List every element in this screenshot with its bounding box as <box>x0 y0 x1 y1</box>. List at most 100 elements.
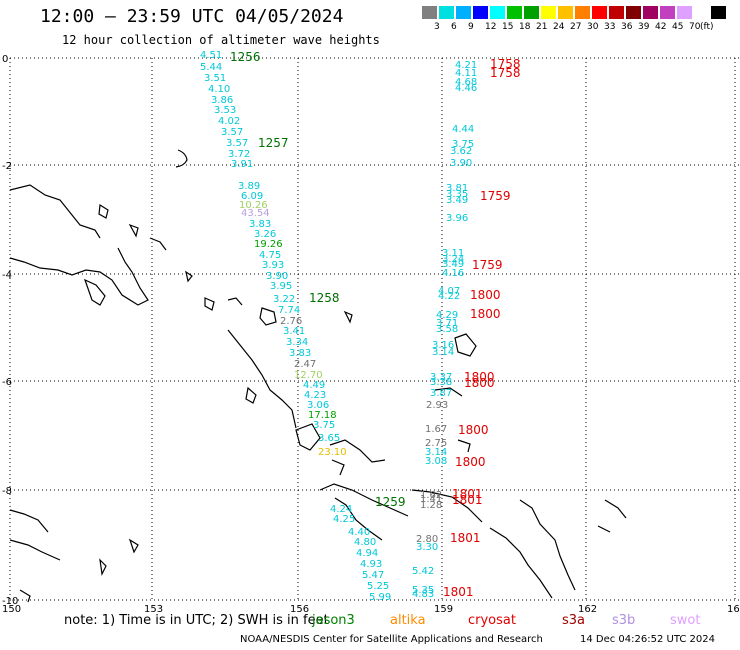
legend-label: 30 <box>587 22 599 32</box>
legend-label: 33 <box>604 22 616 32</box>
legend-label: 15 <box>502 22 514 32</box>
legend-swatch <box>455 5 472 20</box>
legend-label: 3 <box>434 22 440 32</box>
wave-height-value: 3.89 <box>238 181 260 192</box>
legend-label: 6 <box>451 22 457 32</box>
legend-swatch <box>659 5 676 20</box>
legend-swatch <box>540 5 557 20</box>
x-tick-label: 156 <box>290 604 309 615</box>
satellite-label-s3b: s3b <box>612 613 636 628</box>
wave-height-value: 3.57 <box>226 138 248 149</box>
page-title: 12:00 — 23:59 UTC 04/05/2024 <box>40 6 344 27</box>
legend-swatch <box>693 5 710 20</box>
wave-height-value: 3.49 <box>442 259 464 270</box>
legend-label: 39 <box>638 22 650 32</box>
wave-height-value: 3.86 <box>211 95 233 106</box>
wave-height-value: 4.80 <box>354 537 376 548</box>
wave-height-value: 2.75 <box>425 438 447 449</box>
legend-swatch <box>625 5 642 20</box>
wave-height-value: 23.10 <box>318 447 347 458</box>
track-time-label: 1800 <box>464 370 495 384</box>
wave-height-value: 3.08 <box>425 456 447 467</box>
wave-height-value: 3.72 <box>228 149 250 160</box>
wave-height-value: 2.47 <box>294 359 316 370</box>
altimeter-track-marks: 4.515.443.514.103.863.534.023.573.573.72… <box>200 50 521 603</box>
wave-height-value: 4.22 <box>438 291 460 302</box>
legend-swatch <box>642 5 659 20</box>
y-tick-label: -6 <box>2 377 12 388</box>
legend-swatch <box>472 5 489 20</box>
legend-swatch <box>506 5 523 20</box>
y-tick-label: -10 <box>2 596 18 607</box>
legend-swatch <box>523 5 540 20</box>
legend-swatch <box>438 5 455 20</box>
wave-height-value: 1.28 <box>420 500 442 511</box>
y-tick-label: -4 <box>2 270 12 281</box>
wave-height-value: 3.38 <box>430 377 452 388</box>
wave-height-value: 3.11 <box>442 248 464 259</box>
wave-height-value: 3.95 <box>270 281 292 292</box>
legend-swatch <box>591 5 608 20</box>
coastline <box>9 149 627 603</box>
legend-swatch <box>676 5 693 20</box>
track-time-label: 1801 <box>443 585 474 599</box>
wave-height-value: 43.54 <box>241 208 270 219</box>
x-tick-label: 162 <box>578 604 597 615</box>
legend-label: (ft) <box>700 22 714 32</box>
map-note: note: 1) Time is in UTC; 2) SWH is in fe… <box>64 613 329 628</box>
legend-swatch <box>489 5 506 20</box>
wave-height-value: 4.24 <box>330 504 352 515</box>
wave-height-value: 4.10 <box>208 84 230 95</box>
legend-swatch <box>421 5 438 20</box>
footer-credit: NOAA/NESDIS Center for Satellite Applica… <box>240 634 543 645</box>
map-grid: 150 153 156 159 162 165 0 -2 -4 -6 -8 -10 <box>2 54 740 615</box>
track-time-label: 1759 <box>472 258 503 272</box>
wave-height-value: 3.62 <box>450 146 472 157</box>
y-tick-label: -2 <box>2 161 12 172</box>
wave-height-value: 3.14 <box>425 447 447 458</box>
x-tick-label: 153 <box>144 604 163 615</box>
wave-height-value: 4.40 <box>348 527 370 538</box>
wave-height-value: 4.93 <box>360 559 382 570</box>
wave-height-value: 3.83 <box>249 219 271 230</box>
track-time-label: 1800 <box>470 307 501 321</box>
wave-height-value: 6.09 <box>241 191 263 202</box>
wave-height-value: 4.94 <box>356 548 378 559</box>
track-time-label: 1800 <box>455 455 486 469</box>
wave-height-value: 3.57 <box>221 127 243 138</box>
wave-height-value: 4.68 <box>455 77 477 88</box>
track-time-label: 1800 <box>458 423 489 437</box>
y-tick-label: -8 <box>2 486 12 497</box>
legend-label: 36 <box>621 22 633 32</box>
wave-height-value: 7.74 <box>278 305 300 316</box>
track-time-label: 1258 <box>309 291 340 305</box>
track-time-label: 1800 <box>470 288 501 302</box>
wave-height-value: 4.11 <box>455 68 477 79</box>
wave-height-value: 3.93 <box>262 260 284 271</box>
wave-height-value: 3.30 <box>416 542 438 553</box>
legend-swatch <box>710 5 727 20</box>
track-time-label: 1759 <box>480 189 511 203</box>
wave-height-value: 3.22 <box>273 294 295 305</box>
page-subtitle: 12 hour collection of altimeter wave hei… <box>62 33 380 47</box>
wave-height-value: 3.90 <box>266 271 288 282</box>
wave-height-value: 3.24 <box>442 254 464 265</box>
wave-height-value: 2.93 <box>426 400 448 411</box>
track-time-label: 1257 <box>258 136 289 150</box>
wave-height-value: 3.58 <box>436 324 458 335</box>
wave-height-value: 4.51 <box>200 50 222 61</box>
wave-height-value: 3.41 <box>283 326 305 337</box>
wave-height-value: 4.16 <box>442 268 464 279</box>
satellite-label-altika: altika <box>390 613 426 628</box>
x-tick-label: 165 <box>727 604 740 615</box>
track-time-label: 1801 <box>452 487 483 501</box>
track-time-label: 1259 <box>375 495 406 509</box>
wave-height-value: 5.47 <box>362 570 384 581</box>
wave-height-value: 10.26 <box>239 200 268 211</box>
wave-height-value: 3.71 <box>436 318 458 329</box>
wave-height-value: 4.83 <box>412 589 434 600</box>
legend-label: 24 <box>553 22 565 32</box>
wave-height-value: 2.76 <box>280 316 302 327</box>
legend-label: 12 <box>485 22 497 32</box>
wave-height-value: 5.44 <box>200 62 222 73</box>
